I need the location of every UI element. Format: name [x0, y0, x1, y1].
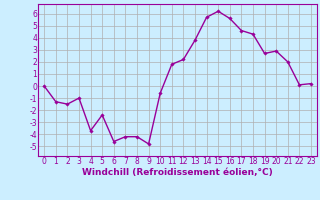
X-axis label: Windchill (Refroidissement éolien,°C): Windchill (Refroidissement éolien,°C): [82, 168, 273, 177]
